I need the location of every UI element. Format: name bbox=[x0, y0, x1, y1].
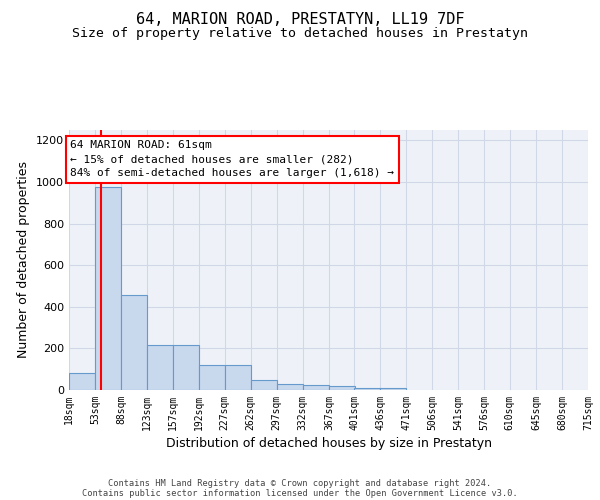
Text: Size of property relative to detached houses in Prestatyn: Size of property relative to detached ho… bbox=[72, 28, 528, 40]
Text: Contains HM Land Registry data © Crown copyright and database right 2024.: Contains HM Land Registry data © Crown c… bbox=[109, 478, 491, 488]
X-axis label: Distribution of detached houses by size in Prestatyn: Distribution of detached houses by size … bbox=[166, 437, 491, 450]
Bar bbox=[277, 384, 303, 390]
Text: 64 MARION ROAD: 61sqm
← 15% of detached houses are smaller (282)
84% of semi-det: 64 MARION ROAD: 61sqm ← 15% of detached … bbox=[70, 140, 394, 178]
Bar bbox=[121, 296, 147, 390]
Bar bbox=[69, 374, 95, 390]
Y-axis label: Number of detached properties: Number of detached properties bbox=[17, 162, 31, 358]
Bar bbox=[173, 346, 199, 390]
Bar bbox=[251, 380, 277, 390]
Bar bbox=[147, 346, 173, 390]
Text: 64, MARION ROAD, PRESTATYN, LL19 7DF: 64, MARION ROAD, PRESTATYN, LL19 7DF bbox=[136, 12, 464, 28]
Text: Contains public sector information licensed under the Open Government Licence v3: Contains public sector information licen… bbox=[82, 488, 518, 498]
Bar bbox=[380, 388, 406, 390]
Bar bbox=[303, 386, 329, 390]
Bar bbox=[354, 388, 380, 390]
Bar bbox=[329, 386, 355, 390]
Bar bbox=[95, 187, 121, 390]
Bar bbox=[199, 365, 224, 390]
Bar bbox=[224, 365, 251, 390]
